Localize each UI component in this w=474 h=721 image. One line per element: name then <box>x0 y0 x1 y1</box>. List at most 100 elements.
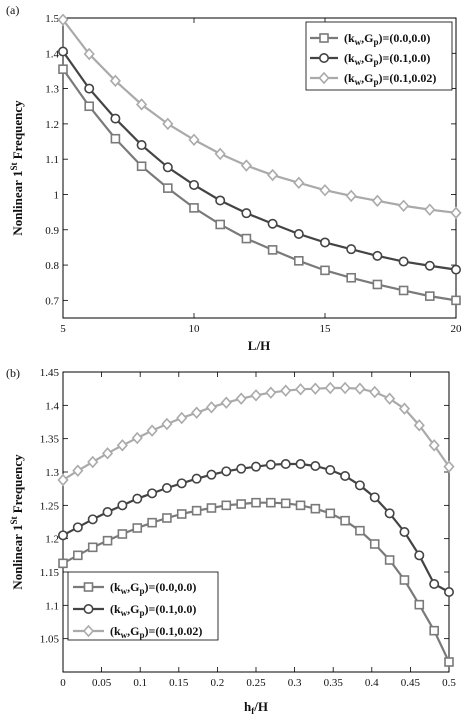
panel-b-series-2-point <box>265 386 277 399</box>
panel-b-series-0-point <box>429 625 439 636</box>
panel-a-y-tick-label: 0.9 <box>45 225 59 237</box>
panel-b-series-1-point <box>206 469 217 480</box>
panel-b-series-2-point <box>101 447 114 460</box>
panel-b-x-tick-label: 0.5 <box>442 677 456 689</box>
panel-a-series-0-point <box>293 256 304 266</box>
panel-b-x-tick-label: 0.25 <box>246 677 266 689</box>
panel-a-series-0-point <box>372 279 383 290</box>
panel-b-series-0-point <box>251 497 261 508</box>
panel-a-series-0-point <box>215 219 225 230</box>
panel-b-series-1-point <box>429 578 440 589</box>
panel-a-series-0-point <box>398 285 409 296</box>
panel-a-x-axis-label: L/H <box>248 338 270 353</box>
panel-b-series-0-point <box>236 499 246 509</box>
panel-b-x-tick-label: 0 <box>60 677 66 689</box>
panel-a-y-axis-label: Nonlinear 1St Frequency <box>9 100 25 236</box>
panel-a-series-1-point <box>424 260 435 271</box>
panel-a-series-line-1 <box>62 50 457 271</box>
panel-a-series-1-point <box>372 250 383 261</box>
panel-b-legend-marker-0 <box>83 582 94 592</box>
panel-a-series-1-point <box>241 208 252 219</box>
panel-a-legend-entry-1: (kw,Gp)=(0.1,0.0) <box>344 51 430 67</box>
panel-b-legend-marker-1 <box>83 603 94 614</box>
panel-b-series-1-point <box>87 514 98 525</box>
panel-b-series-2-point <box>235 392 247 405</box>
panel-b-series-1-point <box>251 461 262 472</box>
panel-b-series-0-point <box>310 503 321 514</box>
panel-b-series-1-point <box>161 482 172 493</box>
panel-b-series-0-point <box>295 500 306 511</box>
panel-a-series-0-point <box>136 161 147 172</box>
panel-a-series-0-point <box>110 133 121 144</box>
panel-b-y-tick-label: 1.05 <box>40 634 60 646</box>
panel-a-y-tick-label: 1 <box>54 189 60 201</box>
panel-b-series-0-point <box>280 498 291 509</box>
panel-a-series-2-point <box>240 159 252 172</box>
panel-b-legend-marker-2 <box>82 624 95 638</box>
panel-a-series-0-point <box>241 233 252 244</box>
panel-a-series-1-point <box>267 218 278 229</box>
panel-b-chart: (b) 0 0.05 0.1 0.15 0.2 0.25 0.3 0.35 0.4 0.45 0.5… <box>6 366 456 716</box>
panel-b-series-1-point <box>354 480 365 491</box>
panel-b-series-2-point <box>280 384 292 397</box>
panel-b-legend-text-0: (kw,Gp)=(0.0,0.0) <box>110 580 196 596</box>
panel-b-series-0-point <box>191 505 202 516</box>
panel-b-x-tick-label: 0.45 <box>401 677 421 689</box>
panel-b-series-1-point <box>176 478 187 489</box>
ylabel-a-post: Frequency <box>10 100 25 163</box>
panel-b-series-2-point <box>250 389 262 402</box>
panel-b-series-1-point <box>132 493 143 504</box>
panel-b-series-1-point <box>280 458 291 469</box>
panel-b-legend-text-1: (kw,Gp)=(0.1,0.0) <box>110 602 196 618</box>
panel-b-series-2-point <box>57 473 69 487</box>
panel-a-series-2-point <box>450 206 462 220</box>
panel-b-series-0-point <box>132 523 143 533</box>
panel-b-series-0-point <box>325 508 336 519</box>
panel-b-series-1-point <box>72 522 83 533</box>
panel-b-series-0-point <box>444 657 454 667</box>
panel-b-series-2-point <box>443 460 455 473</box>
panel-b-y-axis-label: Nonlinear 1St Frequency <box>9 454 25 590</box>
panel-a-series-2-point <box>214 147 226 161</box>
panel-b-x-axis-label: hf/H <box>244 699 268 716</box>
panel-b-series-0-point <box>221 500 232 511</box>
panel-a-series-2-point <box>398 199 410 212</box>
panel-a-series-2-point <box>371 194 383 208</box>
panel-b-series-0-point <box>340 515 350 526</box>
panel-b-legend-entry-2: (kw,Gp)=(0.1,0.02) <box>110 624 202 640</box>
panel-b-series-2-point <box>116 439 128 452</box>
panel-a-legend-entry-0: (kw,Gp)=(0.0,0.0) <box>344 31 430 47</box>
panel-b-series-1-point <box>102 506 113 517</box>
panel-a-legend: (kw,Gp)=(0.0,0.0) (kw,Gp)=(0.1,0.0) (kw,… <box>305 21 453 91</box>
panel-a-series-2-point <box>319 184 331 197</box>
panel-b-series-0-point <box>147 517 157 528</box>
panel-b-series-1-point <box>57 530 68 541</box>
panel-a-y-tick-label: 1.2 <box>45 119 59 131</box>
panel-b-x-tick-label: 0.35 <box>324 677 344 689</box>
panel-a-series-0-point <box>451 295 461 306</box>
panel-a-legend-items: (kw,Gp)=(0.0,0.0) (kw,Gp)=(0.1,0.0) (kw,… <box>344 31 436 87</box>
panel-b-series-1-point <box>221 466 232 477</box>
panel-a-series-0-point <box>84 101 94 112</box>
panel-b-series-0-point <box>162 513 172 523</box>
panel-b-label: (b) <box>6 366 20 380</box>
panel-b-series-1-point <box>147 488 158 499</box>
panel-a-series-0-point <box>320 265 330 276</box>
panel-a-series-0-point <box>346 272 357 283</box>
panel-b-series-0-point <box>384 555 395 565</box>
panel-b-series-0-point <box>266 497 276 508</box>
panel-b-series-0-point <box>399 575 410 585</box>
panel-b-series-2-point <box>428 439 440 452</box>
panel-b-series-1-point <box>399 526 410 537</box>
panel-a-series-2-point <box>293 176 305 190</box>
panel-b-series-0-point <box>414 599 425 610</box>
ylabel-a-sup: St <box>9 163 19 171</box>
panel-b-series-0-point <box>355 525 365 536</box>
panel-b-legend-marks <box>73 582 104 638</box>
panel-b-series-1-point <box>384 508 395 519</box>
panel-b-series-2-point <box>176 411 188 425</box>
panel-a-series-0-point <box>424 291 435 301</box>
panel-b-x-tick-label: 0.05 <box>92 677 112 689</box>
panel-b-series-2-point <box>324 381 336 395</box>
panel-a-series-1-point <box>162 162 173 173</box>
